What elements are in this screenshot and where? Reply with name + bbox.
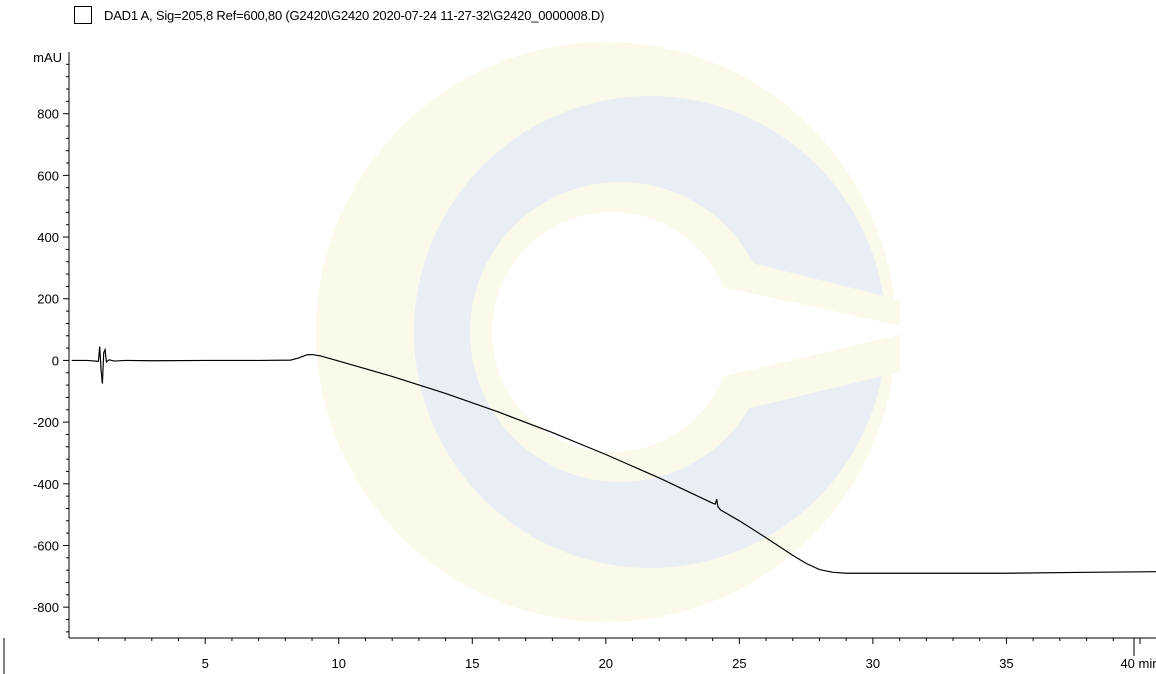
y-tick-label: -400 bbox=[33, 477, 59, 492]
x-tick-label: 15 bbox=[465, 656, 479, 671]
x-tick-label: 5 bbox=[202, 656, 209, 671]
y-tick-label: 0 bbox=[52, 353, 59, 368]
y-tick-label: -600 bbox=[33, 538, 59, 553]
watermark-core-wedge bbox=[690, 280, 920, 384]
legend: DAD1 A, Sig=205,8 Ref=600,80 (G2420\G242… bbox=[74, 4, 604, 26]
x-ticks: 5 10 15 20 25 30 35 40 min bbox=[97, 638, 1156, 671]
y-tick-label: 400 bbox=[37, 230, 59, 245]
axes: mAU bbox=[3, 50, 1156, 674]
watermark bbox=[316, 42, 920, 622]
x-tick-label: 35 bbox=[999, 656, 1013, 671]
x-tick-label: 25 bbox=[732, 656, 746, 671]
watermark-core bbox=[492, 212, 732, 452]
y-tick-label: -800 bbox=[33, 600, 59, 615]
y-unit-label: mAU bbox=[33, 50, 62, 65]
x-tick-label: 20 bbox=[599, 656, 613, 671]
y-tick-label: 800 bbox=[37, 107, 59, 122]
x-tick-label: 30 bbox=[866, 656, 880, 671]
legend-checkbox[interactable] bbox=[74, 6, 92, 24]
x-tick-label: 40 min bbox=[1120, 656, 1156, 671]
signal-trace bbox=[71, 346, 1156, 574]
y-ticks: 800 600 400 200 0 -200 -400 -600 -800 bbox=[33, 63, 69, 633]
y-tick-label: 600 bbox=[37, 168, 59, 183]
legend-label: DAD1 A, Sig=205,8 Ref=600,80 (G2420\G242… bbox=[104, 7, 605, 23]
y-tick-label: -200 bbox=[33, 415, 59, 430]
y-tick-label: 200 bbox=[37, 292, 59, 307]
x-tick-label: 10 bbox=[332, 656, 346, 671]
